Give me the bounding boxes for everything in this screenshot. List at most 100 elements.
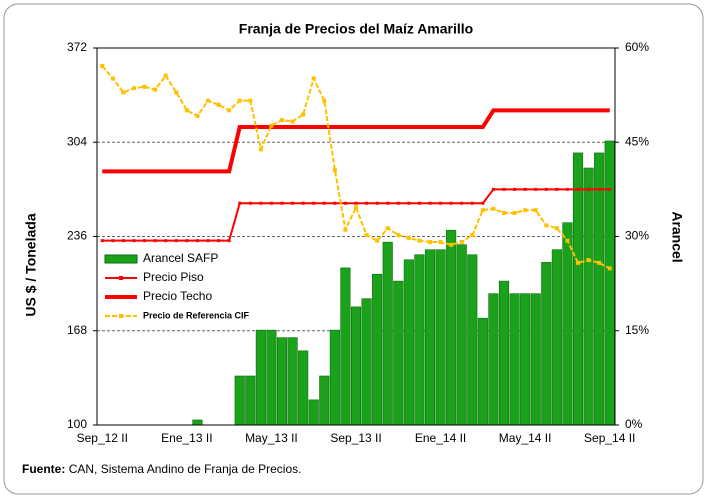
source: Fuente: CAN, Sistema Andino de Franja de… — [22, 462, 301, 476]
marker — [565, 238, 570, 243]
marker — [470, 233, 475, 238]
bar — [266, 329, 277, 426]
marker — [322, 201, 326, 205]
legend-swatch — [104, 254, 138, 264]
marker — [396, 233, 401, 238]
marker — [142, 84, 147, 89]
bar — [477, 317, 488, 426]
marker — [354, 201, 358, 205]
marker — [491, 206, 496, 211]
marker — [587, 187, 591, 191]
marker — [438, 240, 443, 245]
bar — [424, 249, 436, 426]
marker — [586, 258, 591, 263]
marker — [555, 187, 559, 191]
marker — [332, 167, 337, 172]
marker — [428, 201, 432, 205]
marker — [280, 201, 284, 205]
bar — [456, 244, 467, 426]
marker — [121, 90, 126, 95]
y-axis-label: US $ / Tonelada — [23, 213, 39, 316]
marker — [396, 201, 400, 205]
bar — [604, 140, 615, 426]
marker — [269, 123, 274, 128]
marker — [449, 242, 454, 247]
legend-label: Arancel SAFP — [143, 251, 218, 265]
marker — [523, 208, 528, 213]
marker — [143, 239, 147, 243]
marker — [597, 260, 602, 265]
marker — [544, 223, 549, 228]
y-tick-label: 100 — [67, 417, 87, 431]
marker — [195, 239, 199, 243]
marker — [365, 201, 369, 205]
marker — [238, 201, 242, 205]
marker — [333, 201, 337, 205]
bar — [329, 329, 340, 426]
source-label: Fuente: — [22, 462, 65, 476]
legend-label: Precio Piso — [143, 270, 204, 284]
bar — [446, 229, 457, 426]
marker — [110, 76, 115, 81]
marker — [343, 201, 347, 205]
marker — [523, 187, 527, 191]
bar — [541, 261, 552, 426]
bar — [594, 152, 605, 426]
bar — [467, 254, 478, 426]
marker — [460, 201, 464, 205]
marker — [248, 201, 252, 205]
marker — [407, 201, 411, 205]
marker — [607, 266, 612, 271]
bar — [287, 337, 298, 426]
bar — [414, 254, 425, 426]
marker — [449, 201, 453, 205]
marker — [163, 73, 168, 78]
marker — [375, 238, 380, 243]
bar — [572, 152, 584, 426]
marker — [322, 98, 327, 103]
marker — [343, 227, 348, 232]
y2-axis-label: Arancel — [669, 211, 685, 262]
marker — [174, 90, 179, 95]
bar — [372, 273, 383, 426]
bar — [393, 280, 404, 426]
marker — [364, 233, 369, 238]
marker — [258, 147, 263, 152]
marker — [100, 64, 105, 69]
marker — [512, 210, 517, 215]
bar — [308, 399, 319, 426]
bar — [403, 259, 414, 426]
bar — [435, 249, 446, 426]
marker — [502, 210, 506, 215]
marker — [375, 201, 379, 205]
y2-tick-label: 15% — [625, 323, 649, 337]
marker — [502, 187, 506, 191]
marker — [269, 201, 273, 205]
marker — [354, 205, 358, 210]
bar — [551, 249, 562, 426]
source-text: CAN, Sistema Andino de Franja de Precios… — [69, 462, 302, 476]
marker — [259, 201, 263, 205]
marker — [417, 201, 421, 205]
bar — [562, 222, 573, 426]
marker — [513, 187, 517, 191]
marker — [153, 239, 157, 243]
marker — [406, 235, 411, 240]
y2-tick-label: 30% — [625, 229, 649, 243]
bar — [488, 293, 499, 426]
marker — [206, 98, 210, 103]
bar — [520, 293, 531, 426]
marker — [480, 208, 485, 213]
marker — [280, 118, 284, 123]
marker — [312, 201, 316, 205]
marker — [121, 239, 125, 243]
marker — [544, 187, 548, 191]
marker — [534, 187, 538, 191]
bar — [298, 350, 309, 426]
bar — [234, 375, 245, 426]
x-tick-label: Sep_12 II — [77, 431, 128, 445]
marker — [608, 187, 612, 191]
legend-marker — [119, 314, 123, 318]
marker — [132, 239, 136, 243]
